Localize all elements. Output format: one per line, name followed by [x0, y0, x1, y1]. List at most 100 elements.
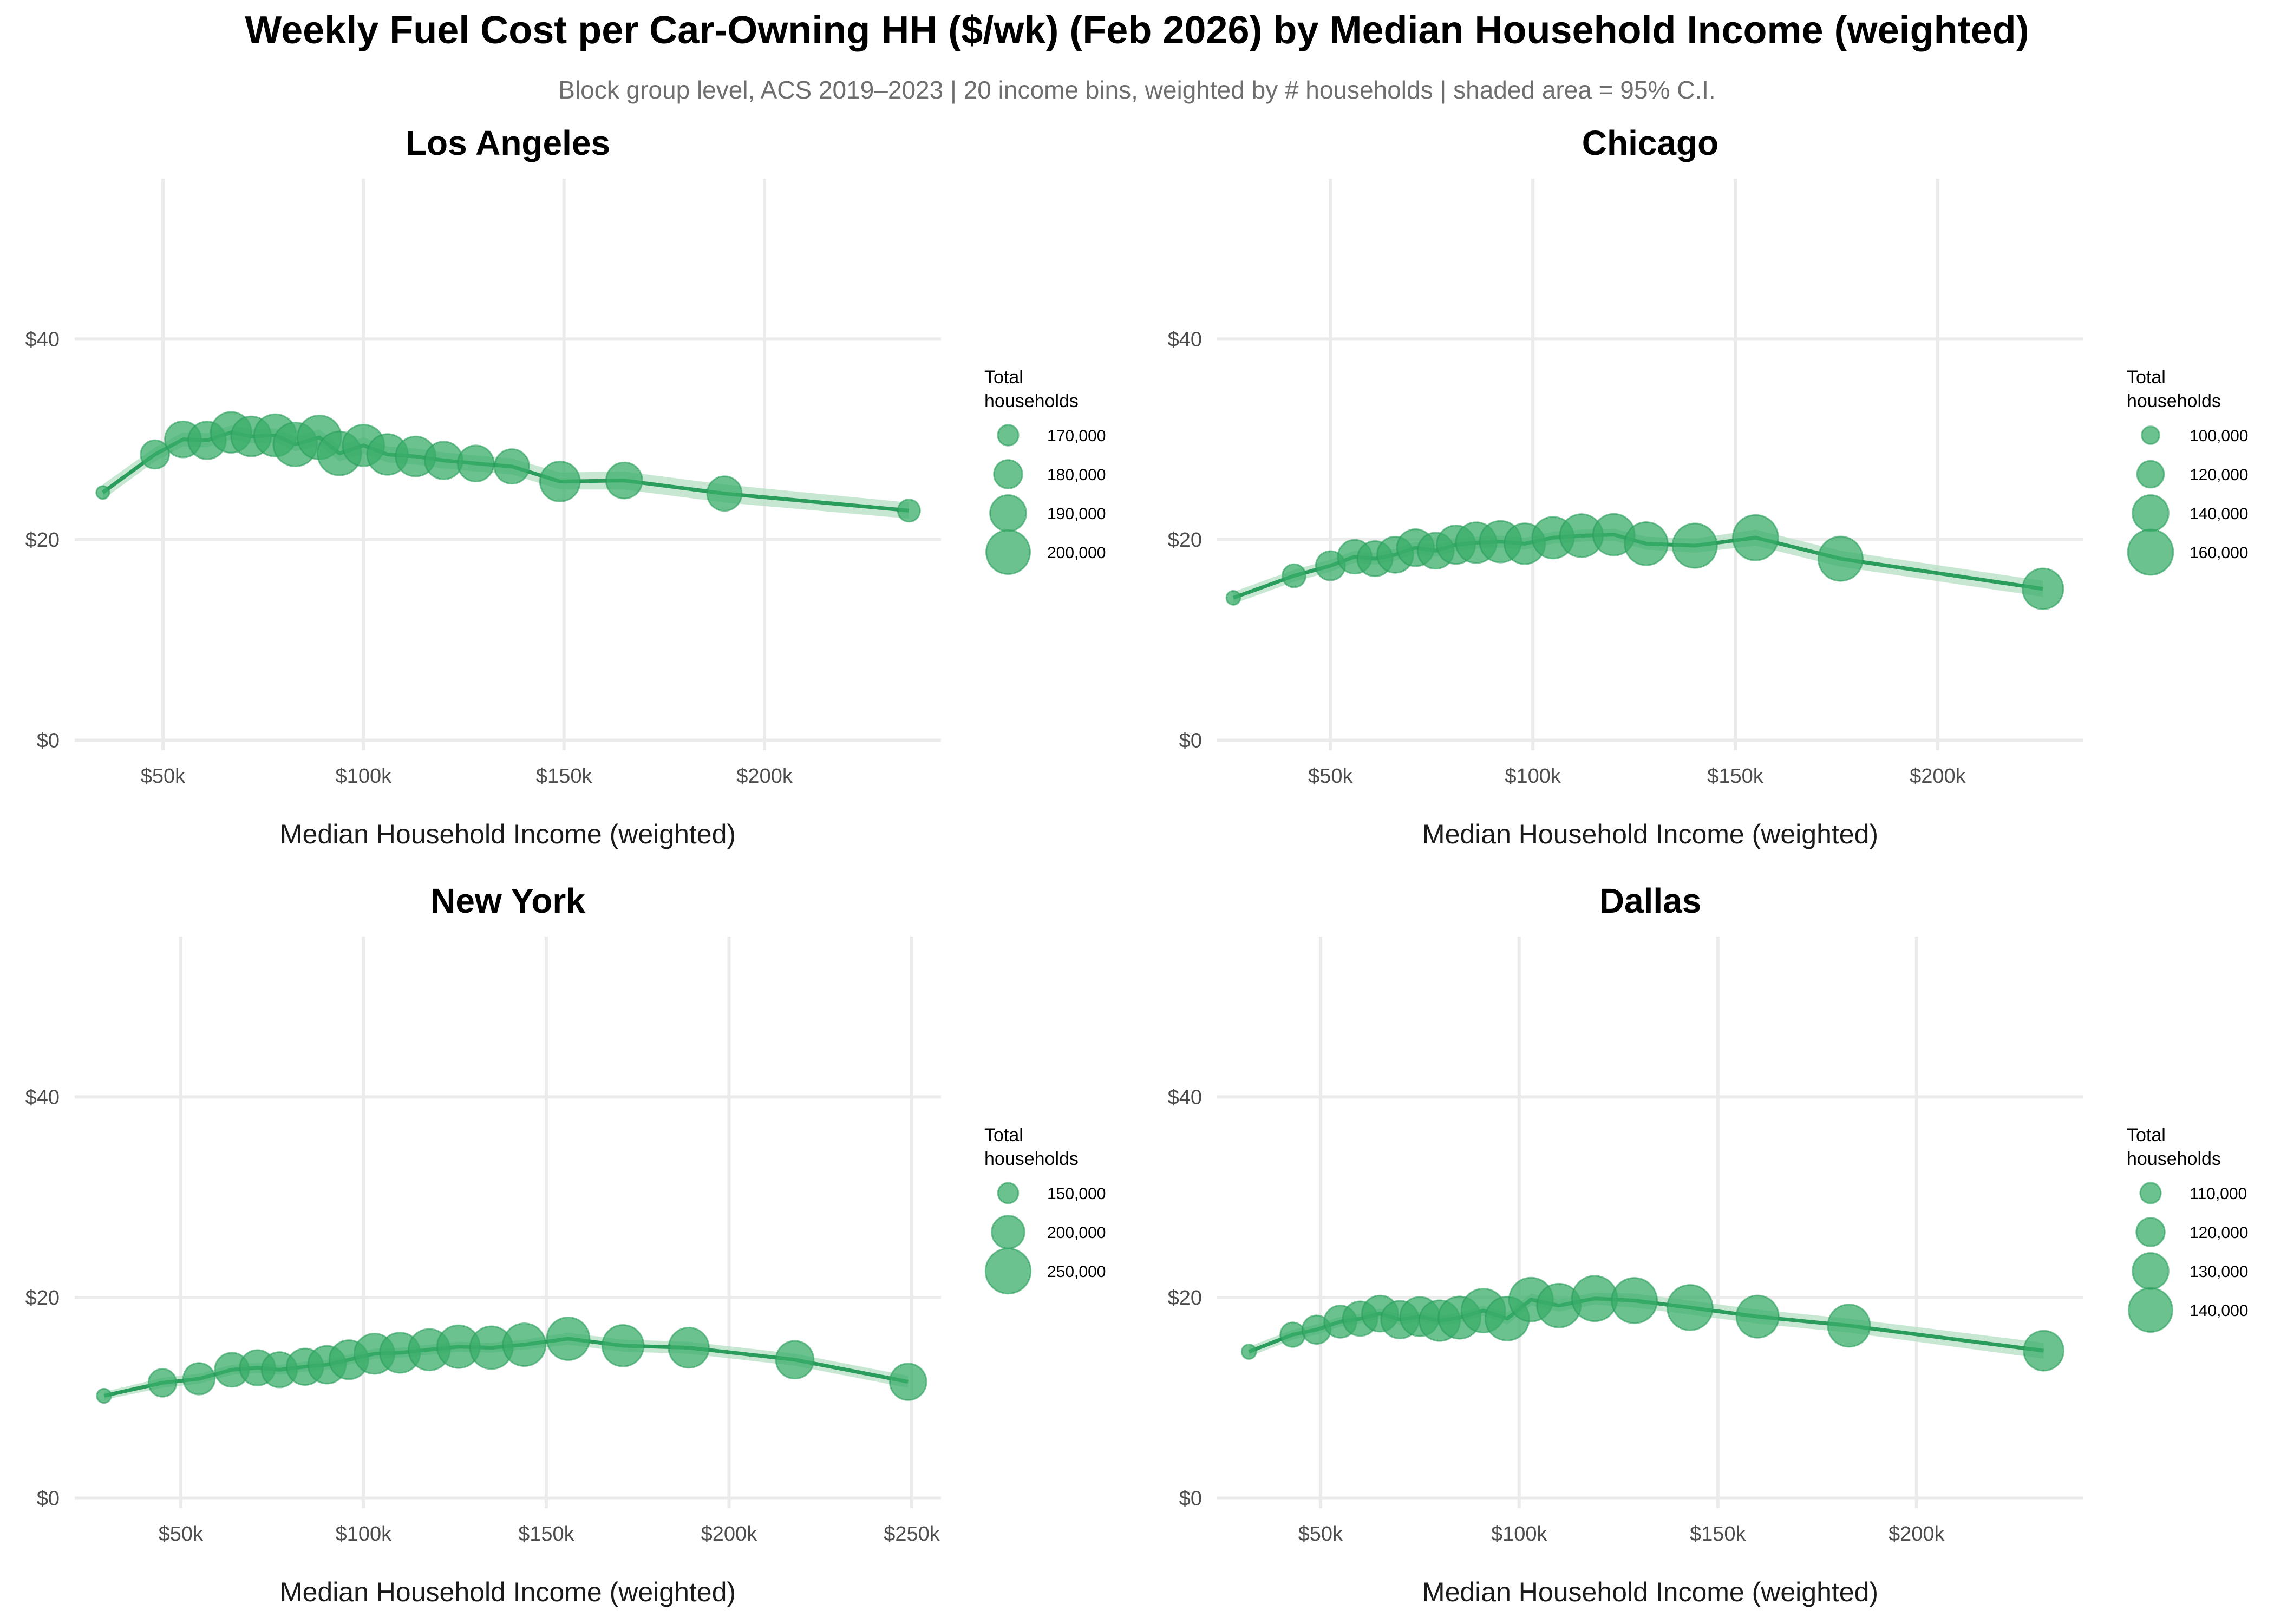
- legend-title: households: [2127, 1149, 2221, 1169]
- legend-label: 120,000: [2190, 1224, 2248, 1242]
- data-point: [889, 1363, 927, 1401]
- x-tick-label: $100k: [1505, 765, 1561, 788]
- chart-subtitle: Block group level, ACS 2019–2023 | 20 in…: [558, 76, 1715, 104]
- legend-label: 120,000: [2190, 466, 2248, 484]
- legend-key: [2136, 460, 2165, 489]
- panel-title: Dallas: [1599, 881, 1702, 920]
- legend-label: 100,000: [2190, 427, 2248, 445]
- legend-key: [991, 1215, 1025, 1249]
- data-point: [1611, 1277, 1658, 1324]
- legend: Total households 100,000 120,000 140,000 160,…: [2127, 367, 2248, 576]
- panel-0: Los Angeles $0 $20 $40 $50k $100k $150k $200k Me…: [25, 123, 1106, 849]
- y-tick-label: $20: [1168, 529, 1202, 552]
- legend-title: households: [984, 391, 1079, 411]
- x-tick-label: $200k: [1889, 1523, 1945, 1546]
- data-point: [1240, 1344, 1257, 1360]
- data-point: [182, 1362, 216, 1396]
- data-point: [1735, 1294, 1780, 1339]
- y-tick-label: $0: [37, 1487, 60, 1510]
- data-point: [1571, 1275, 1618, 1322]
- legend: Total households 110,000 120,000 130,000 140,…: [2127, 1125, 2248, 1333]
- x-tick-label: $50k: [1298, 1523, 1343, 1546]
- x-tick-label: $250k: [884, 1523, 940, 1546]
- data-point: [1671, 522, 1718, 569]
- panel-title: Los Angeles: [406, 123, 610, 162]
- x-tick-label: $50k: [141, 765, 186, 788]
- data-point: [668, 1326, 710, 1369]
- legend-label: 170,000: [1047, 427, 1106, 445]
- x-tick-label: $100k: [336, 765, 393, 788]
- data-point: [2022, 567, 2064, 610]
- data-point: [706, 475, 743, 512]
- y-tick-label: $20: [25, 529, 60, 552]
- data-point: [147, 1368, 178, 1398]
- legend-title: Total: [2127, 367, 2166, 388]
- x-tick-label: $50k: [159, 1523, 204, 1546]
- x-tick-label: $200k: [701, 1523, 758, 1546]
- legend-label: 160,000: [2190, 544, 2248, 562]
- data-point: [1667, 1284, 1714, 1331]
- x-tick-label: $50k: [1308, 765, 1353, 788]
- data-point: [1282, 563, 1306, 588]
- legend-label: 110,000: [2190, 1185, 2247, 1203]
- data-point: [1827, 1304, 1871, 1348]
- legend-label: 150,000: [1047, 1185, 1106, 1203]
- panel-3: Dallas $0 $20 $40 $50k $100k $150k $200k Median …: [1168, 881, 2249, 1607]
- data-point: [2023, 1330, 2064, 1372]
- data-point: [1732, 514, 1779, 561]
- legend-key: [2135, 1217, 2166, 1247]
- data-point: [1279, 1321, 1306, 1348]
- data-point: [140, 439, 170, 470]
- legend-title: Total: [2127, 1125, 2166, 1145]
- chart-title: Weekly Fuel Cost per Car-Owning HH ($/wk…: [245, 9, 2029, 52]
- legend-key: [2141, 425, 2160, 445]
- y-tick-label: $40: [1168, 1086, 1202, 1109]
- data-point: [546, 1316, 591, 1361]
- legend-label: 200,000: [1047, 1224, 1106, 1242]
- y-tick-label: $40: [25, 328, 60, 351]
- legend-key: [997, 1182, 1020, 1204]
- y-tick-label: $20: [1168, 1287, 1202, 1309]
- x-tick-label: $150k: [1690, 1523, 1747, 1546]
- legend-label: 200,000: [1047, 544, 1106, 562]
- x-tick-label: $100k: [1491, 1523, 1548, 1546]
- y-tick-label: $0: [1179, 1487, 1202, 1510]
- data-point: [1624, 521, 1669, 566]
- legend-key: [993, 459, 1023, 489]
- legend-key: [985, 529, 1031, 575]
- data-point: [493, 448, 530, 485]
- legend-key: [984, 1247, 1032, 1295]
- legend-label: 190,000: [1047, 505, 1106, 523]
- panels: Los Angeles $0 $20 $40 $50k $100k $150k $200k Me…: [25, 123, 2249, 1607]
- x-axis-title: Median Household Income (weighted): [1422, 819, 1878, 849]
- legend-label: 130,000: [2190, 1263, 2248, 1281]
- x-tick-label: $150k: [1707, 765, 1764, 788]
- x-tick-label: $150k: [518, 1523, 575, 1546]
- data-point: [456, 444, 495, 482]
- legend-key: [2128, 1287, 2173, 1333]
- data-point: [897, 499, 921, 523]
- x-axis-title: Median Household Income (weighted): [1422, 1577, 1878, 1607]
- x-tick-label: $200k: [1910, 765, 1966, 788]
- data-point: [96, 1387, 112, 1404]
- panel-2: New York $0 $20 $40 $50k $100k $150k $200k $250k…: [25, 881, 1106, 1607]
- legend-key: [997, 424, 1020, 447]
- data-point: [775, 1340, 815, 1380]
- legend-key: [2132, 1252, 2170, 1290]
- y-tick-label: $0: [37, 729, 60, 752]
- legend-key: [989, 494, 1027, 532]
- legend: Total households 170,000 180,000 190,000 200,…: [984, 367, 1106, 575]
- legend-label: 180,000: [1047, 466, 1106, 484]
- x-axis-title: Median Household Income (weighted): [280, 1577, 736, 1607]
- panel-title: Chicago: [1582, 123, 1718, 162]
- x-tick-label: $100k: [336, 1523, 393, 1546]
- y-tick-label: $0: [1179, 729, 1202, 752]
- x-tick-label: $150k: [536, 765, 593, 788]
- x-axis-title: Median Household Income (weighted): [280, 819, 736, 849]
- data-point: [539, 461, 581, 502]
- legend-title: Total: [984, 1125, 1023, 1145]
- data-point: [605, 461, 643, 500]
- legend-key: [2139, 1182, 2162, 1204]
- panel-title: New York: [430, 881, 585, 920]
- legend-title: households: [984, 1149, 1079, 1169]
